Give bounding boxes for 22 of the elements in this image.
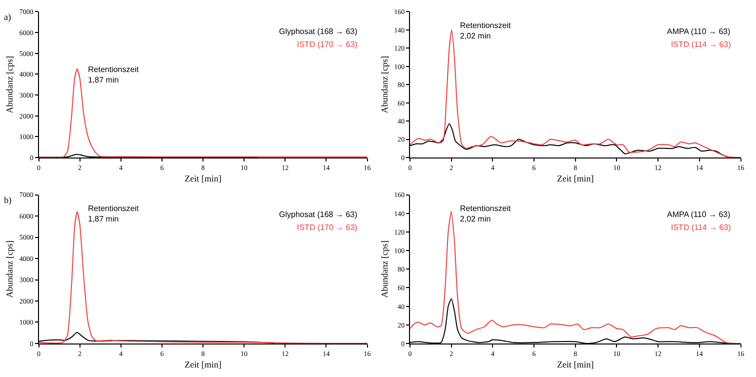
text: b) [4,195,12,205]
annotation: Retentionszeit 2,02 min [460,21,512,40]
text: ISTD (170 → 63) [297,40,358,49]
text: ISTD (170 → 63) [297,223,358,232]
x-axis-title: Zeit [min] [557,360,594,370]
annotation: Retentionszeit 1,87 min [88,204,140,224]
text: Glyphosat (168 → 63) [279,210,358,219]
annotation: Retentionszeit 1,87 min [88,65,140,84]
text: ISTD (114 → 63) [671,40,732,49]
x-axis-title: Zeit [min] [557,174,594,184]
text: ISTD (114 → 63) [671,223,732,232]
text: AMPA (110 → 63) [667,27,731,36]
x-axis-title: Zeit [min] [184,174,222,184]
y-axis-title: Abundanz [cps] [4,56,15,114]
text: Glyphosat (168 → 63) [279,27,358,36]
y-axis-title: Abundanz [cps] [379,56,390,114]
x-axis-title: Zeit [min] [184,360,222,370]
y-axis-title: Abundanz [cps] [4,240,15,298]
text: a) [4,12,11,22]
annotation: Retentionszeit 2,02 min [460,204,512,224]
text: AMPA (110 → 63) [667,210,731,219]
y-axis-title: Abundanz [cps] [379,240,390,298]
